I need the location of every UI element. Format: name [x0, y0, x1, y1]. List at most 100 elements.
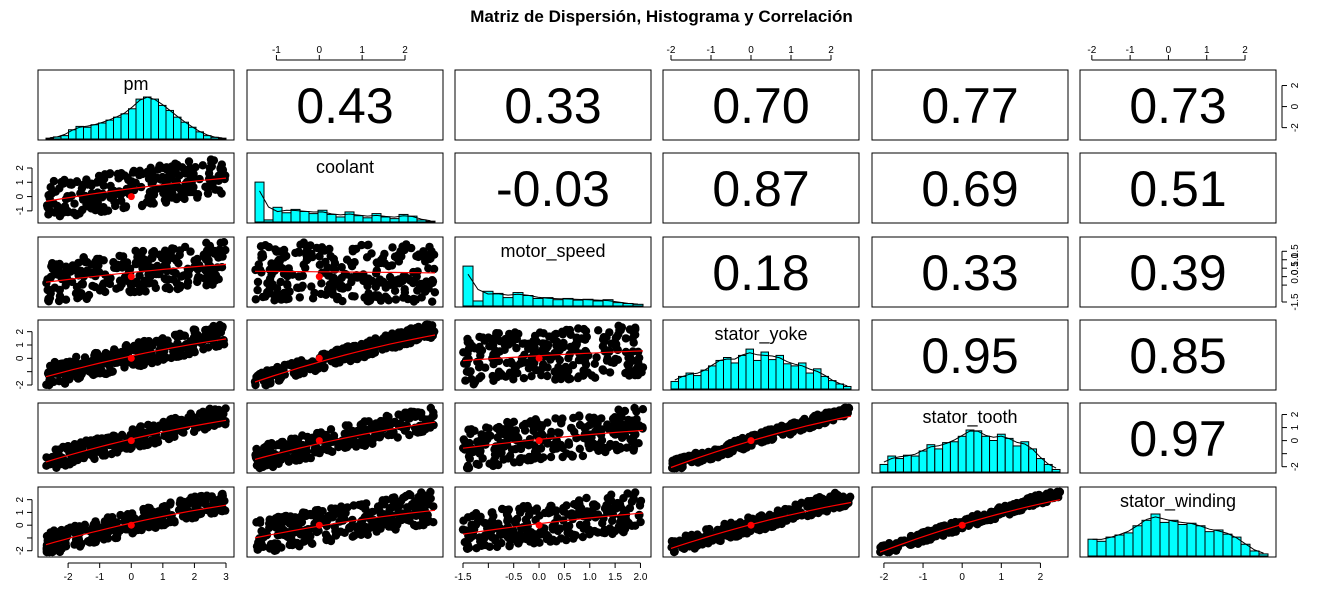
smooth-line — [254, 270, 436, 274]
scatter-point — [548, 522, 557, 531]
scatter-point — [259, 532, 268, 542]
tick-label: 2 — [15, 165, 26, 171]
scatter-point — [94, 190, 103, 199]
scatter-point — [253, 545, 262, 554]
scatter-point — [148, 254, 157, 263]
scatter-point — [800, 414, 809, 424]
panel-stator_yoke-motor_speed — [454, 319, 652, 391]
scatter-point — [322, 521, 331, 531]
scatter-point — [356, 530, 366, 539]
scatter-point — [612, 332, 622, 341]
scatter-point — [527, 372, 536, 381]
tick-label: 1 — [15, 509, 26, 515]
scatter-point — [149, 199, 158, 208]
histogram-bar — [353, 215, 364, 223]
tick-label: -2 — [64, 572, 73, 583]
scatter-point — [421, 425, 430, 434]
panel-stator_winding-stator_winding: stator_winding — [1079, 486, 1277, 558]
scatter-point — [400, 285, 409, 294]
scatter-point — [160, 195, 170, 205]
scatter-point — [519, 504, 528, 513]
panel-frame — [662, 69, 860, 141]
scatter-point — [590, 373, 600, 382]
scatter-point — [504, 454, 513, 463]
density-line — [467, 273, 639, 305]
tick-label: 1 — [15, 342, 26, 348]
histogram-bar — [700, 369, 709, 390]
scatter-point — [83, 266, 92, 275]
scatter-point — [161, 283, 170, 293]
scatter-point — [814, 508, 823, 518]
histogram-bar — [753, 359, 762, 390]
scatter-point — [62, 273, 71, 282]
scatter-point — [159, 520, 169, 530]
scatter-point — [429, 264, 439, 274]
scatter-point — [357, 339, 366, 349]
scatter-point — [184, 157, 194, 166]
histogram-bar — [926, 444, 936, 473]
scatter-point — [524, 532, 533, 541]
scatter-point — [65, 460, 75, 469]
histogram-bar — [760, 351, 769, 390]
scatter-point — [594, 415, 603, 424]
scatter-point — [135, 166, 145, 175]
scatter-point — [301, 454, 310, 463]
scatter-point — [155, 421, 164, 430]
scatter-point — [298, 431, 307, 440]
scatter-point — [288, 270, 297, 279]
scatter-point — [502, 437, 511, 446]
scatter-point — [54, 296, 64, 306]
tick-label: 0 — [128, 572, 134, 583]
point-cloud — [459, 403, 648, 473]
histogram-bar — [790, 365, 799, 390]
scatter-point — [371, 269, 381, 278]
left-axis-coolant: -1 0 1 2 — [15, 165, 33, 215]
scatter-point — [357, 440, 366, 449]
scatter-point — [631, 488, 640, 497]
scatter-point — [126, 430, 135, 440]
panel-frame — [454, 69, 652, 141]
mean-point — [747, 521, 755, 529]
scatter-point — [529, 337, 538, 346]
scatter-point — [353, 273, 362, 282]
tick-label: 0 — [1166, 45, 1172, 56]
histogram-bar — [715, 359, 724, 390]
scatter-point — [368, 292, 377, 302]
scatter-point — [199, 345, 208, 354]
histogram-bar — [965, 429, 975, 473]
scatter-point — [113, 444, 122, 454]
scatter-point — [607, 339, 616, 348]
scatter-point — [629, 446, 638, 455]
tick-label: 0 — [748, 45, 754, 56]
histogram-bar — [180, 121, 189, 140]
correlation-value: 0.33 — [504, 78, 601, 134]
scatter-point — [592, 353, 601, 362]
scatter-point — [477, 346, 487, 355]
scatter-point — [539, 329, 548, 338]
scatter-point — [403, 503, 412, 512]
panel-frame — [37, 236, 235, 308]
scatter-point — [348, 426, 357, 436]
scatter-point — [84, 202, 93, 211]
density-line — [49, 96, 223, 139]
scatter-point — [844, 404, 854, 413]
mean-point — [127, 521, 135, 529]
histogram-bar — [281, 212, 292, 223]
smooth-line — [45, 338, 227, 378]
scatter-point — [206, 155, 216, 164]
tick-label: 1 — [160, 572, 166, 583]
scatter-point — [186, 247, 195, 256]
tick-label: 0.5 — [557, 572, 571, 583]
scatter-point — [575, 520, 585, 530]
scatter-point — [103, 534, 113, 543]
tick-label: 2 — [1242, 45, 1248, 56]
histogram-bar — [973, 430, 983, 473]
panel-stator_yoke-coolant — [246, 319, 444, 391]
panel-pm-pm: pm — [37, 69, 235, 141]
scatter-point — [530, 441, 539, 450]
scatter-point — [585, 443, 594, 453]
scatter-point — [574, 324, 583, 333]
tick-label: 1 — [15, 179, 26, 185]
scatter-point — [99, 256, 108, 265]
scatter-point — [587, 419, 597, 428]
